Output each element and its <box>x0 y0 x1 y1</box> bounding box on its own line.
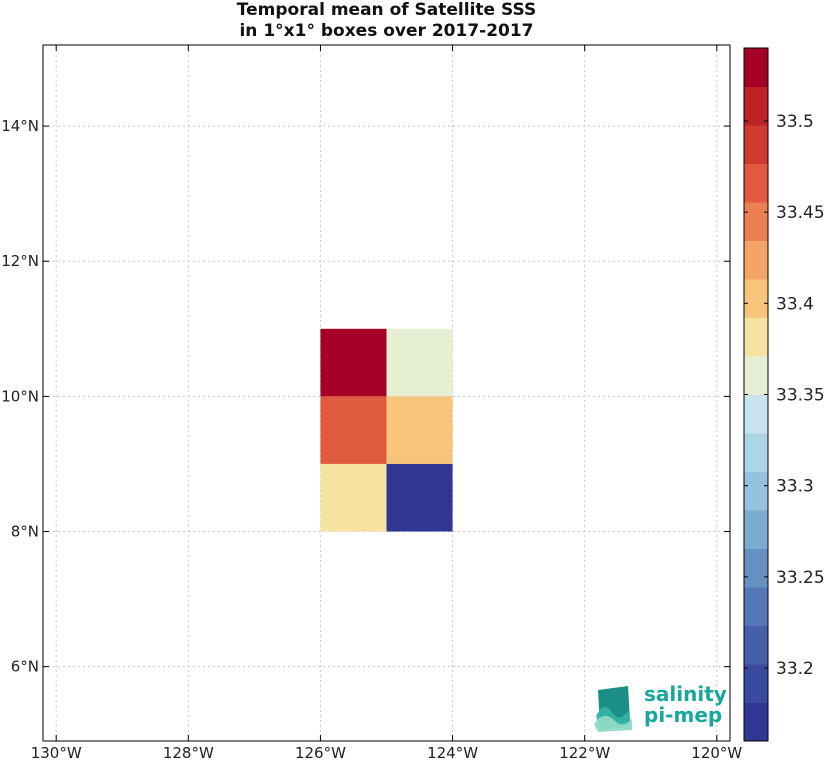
y-tick-label: 14°N <box>1 117 39 135</box>
x-tick-label: 128°W <box>163 744 214 762</box>
logo-text: salinity pi-mep <box>644 684 727 726</box>
chart-title: Temporal mean of Satellite SSS in 1°x1° … <box>43 0 730 42</box>
heatmap-cell <box>320 463 387 532</box>
heatmap-cell <box>386 396 453 464</box>
x-tick-label: 122°W <box>559 744 610 762</box>
colorbar-tick-label: 33.35 <box>776 386 825 406</box>
colorbar-tick-label: 33.2 <box>776 659 814 679</box>
colorbar-segment <box>744 202 768 241</box>
chart-title-line-1: Temporal mean of Satellite SSS <box>236 0 537 20</box>
x-tick-label: 126°W <box>295 744 346 762</box>
y-tick-label: 12°N <box>1 252 39 270</box>
colorbar-segment <box>744 86 768 126</box>
colorbar-segment <box>744 702 768 742</box>
y-tick-label: 8°N <box>11 523 39 541</box>
colorbar-segment <box>744 356 768 395</box>
colorbar-segment <box>744 548 768 588</box>
colorbar-segment <box>744 48 768 87</box>
colorbar-segment <box>744 394 768 434</box>
logo-text-line-1: salinity <box>644 682 727 706</box>
colorbar-tick-label: 33.3 <box>776 477 814 497</box>
heatmap-cell <box>386 328 453 397</box>
colorbar-tick-label: 33.5 <box>776 112 814 132</box>
y-tick-label: 10°N <box>1 387 39 405</box>
x-tick-label: 120°W <box>691 744 742 762</box>
colorbar-segment <box>744 625 768 665</box>
plot-frame <box>42 44 731 742</box>
colorbar-segment <box>744 317 768 357</box>
heatmap-cell <box>320 328 387 397</box>
colorbar-segment <box>744 125 768 164</box>
colorbar-segment <box>744 433 768 472</box>
colorbar-tick-label: 33.45 <box>776 203 825 223</box>
colorbar-segment <box>744 510 768 549</box>
colorbar-segment <box>744 664 768 703</box>
heatmap-cell <box>386 463 453 532</box>
colorbar-segment <box>744 163 768 203</box>
y-tick-label: 6°N <box>11 658 39 676</box>
x-tick-label: 130°W <box>31 744 82 762</box>
colorbar-tick-label: 33.25 <box>776 568 825 588</box>
colorbar-segment <box>744 240 768 280</box>
chart-title-line-2: in 1°x1° boxes over 2017-2017 <box>239 21 534 41</box>
x-tick-label: 124°W <box>427 744 478 762</box>
colorbar-tick-label: 33.4 <box>776 294 814 314</box>
logo-text-line-2: pi-mep <box>644 703 723 727</box>
colorbar-segment <box>744 587 768 626</box>
heatmap-cell <box>320 396 387 464</box>
colorbar-segment <box>744 471 768 511</box>
salinity-pi-mep-logo: salinity pi-mep <box>594 684 727 734</box>
colorbar-segment <box>744 279 768 318</box>
waves-logo-icon <box>594 686 632 732</box>
